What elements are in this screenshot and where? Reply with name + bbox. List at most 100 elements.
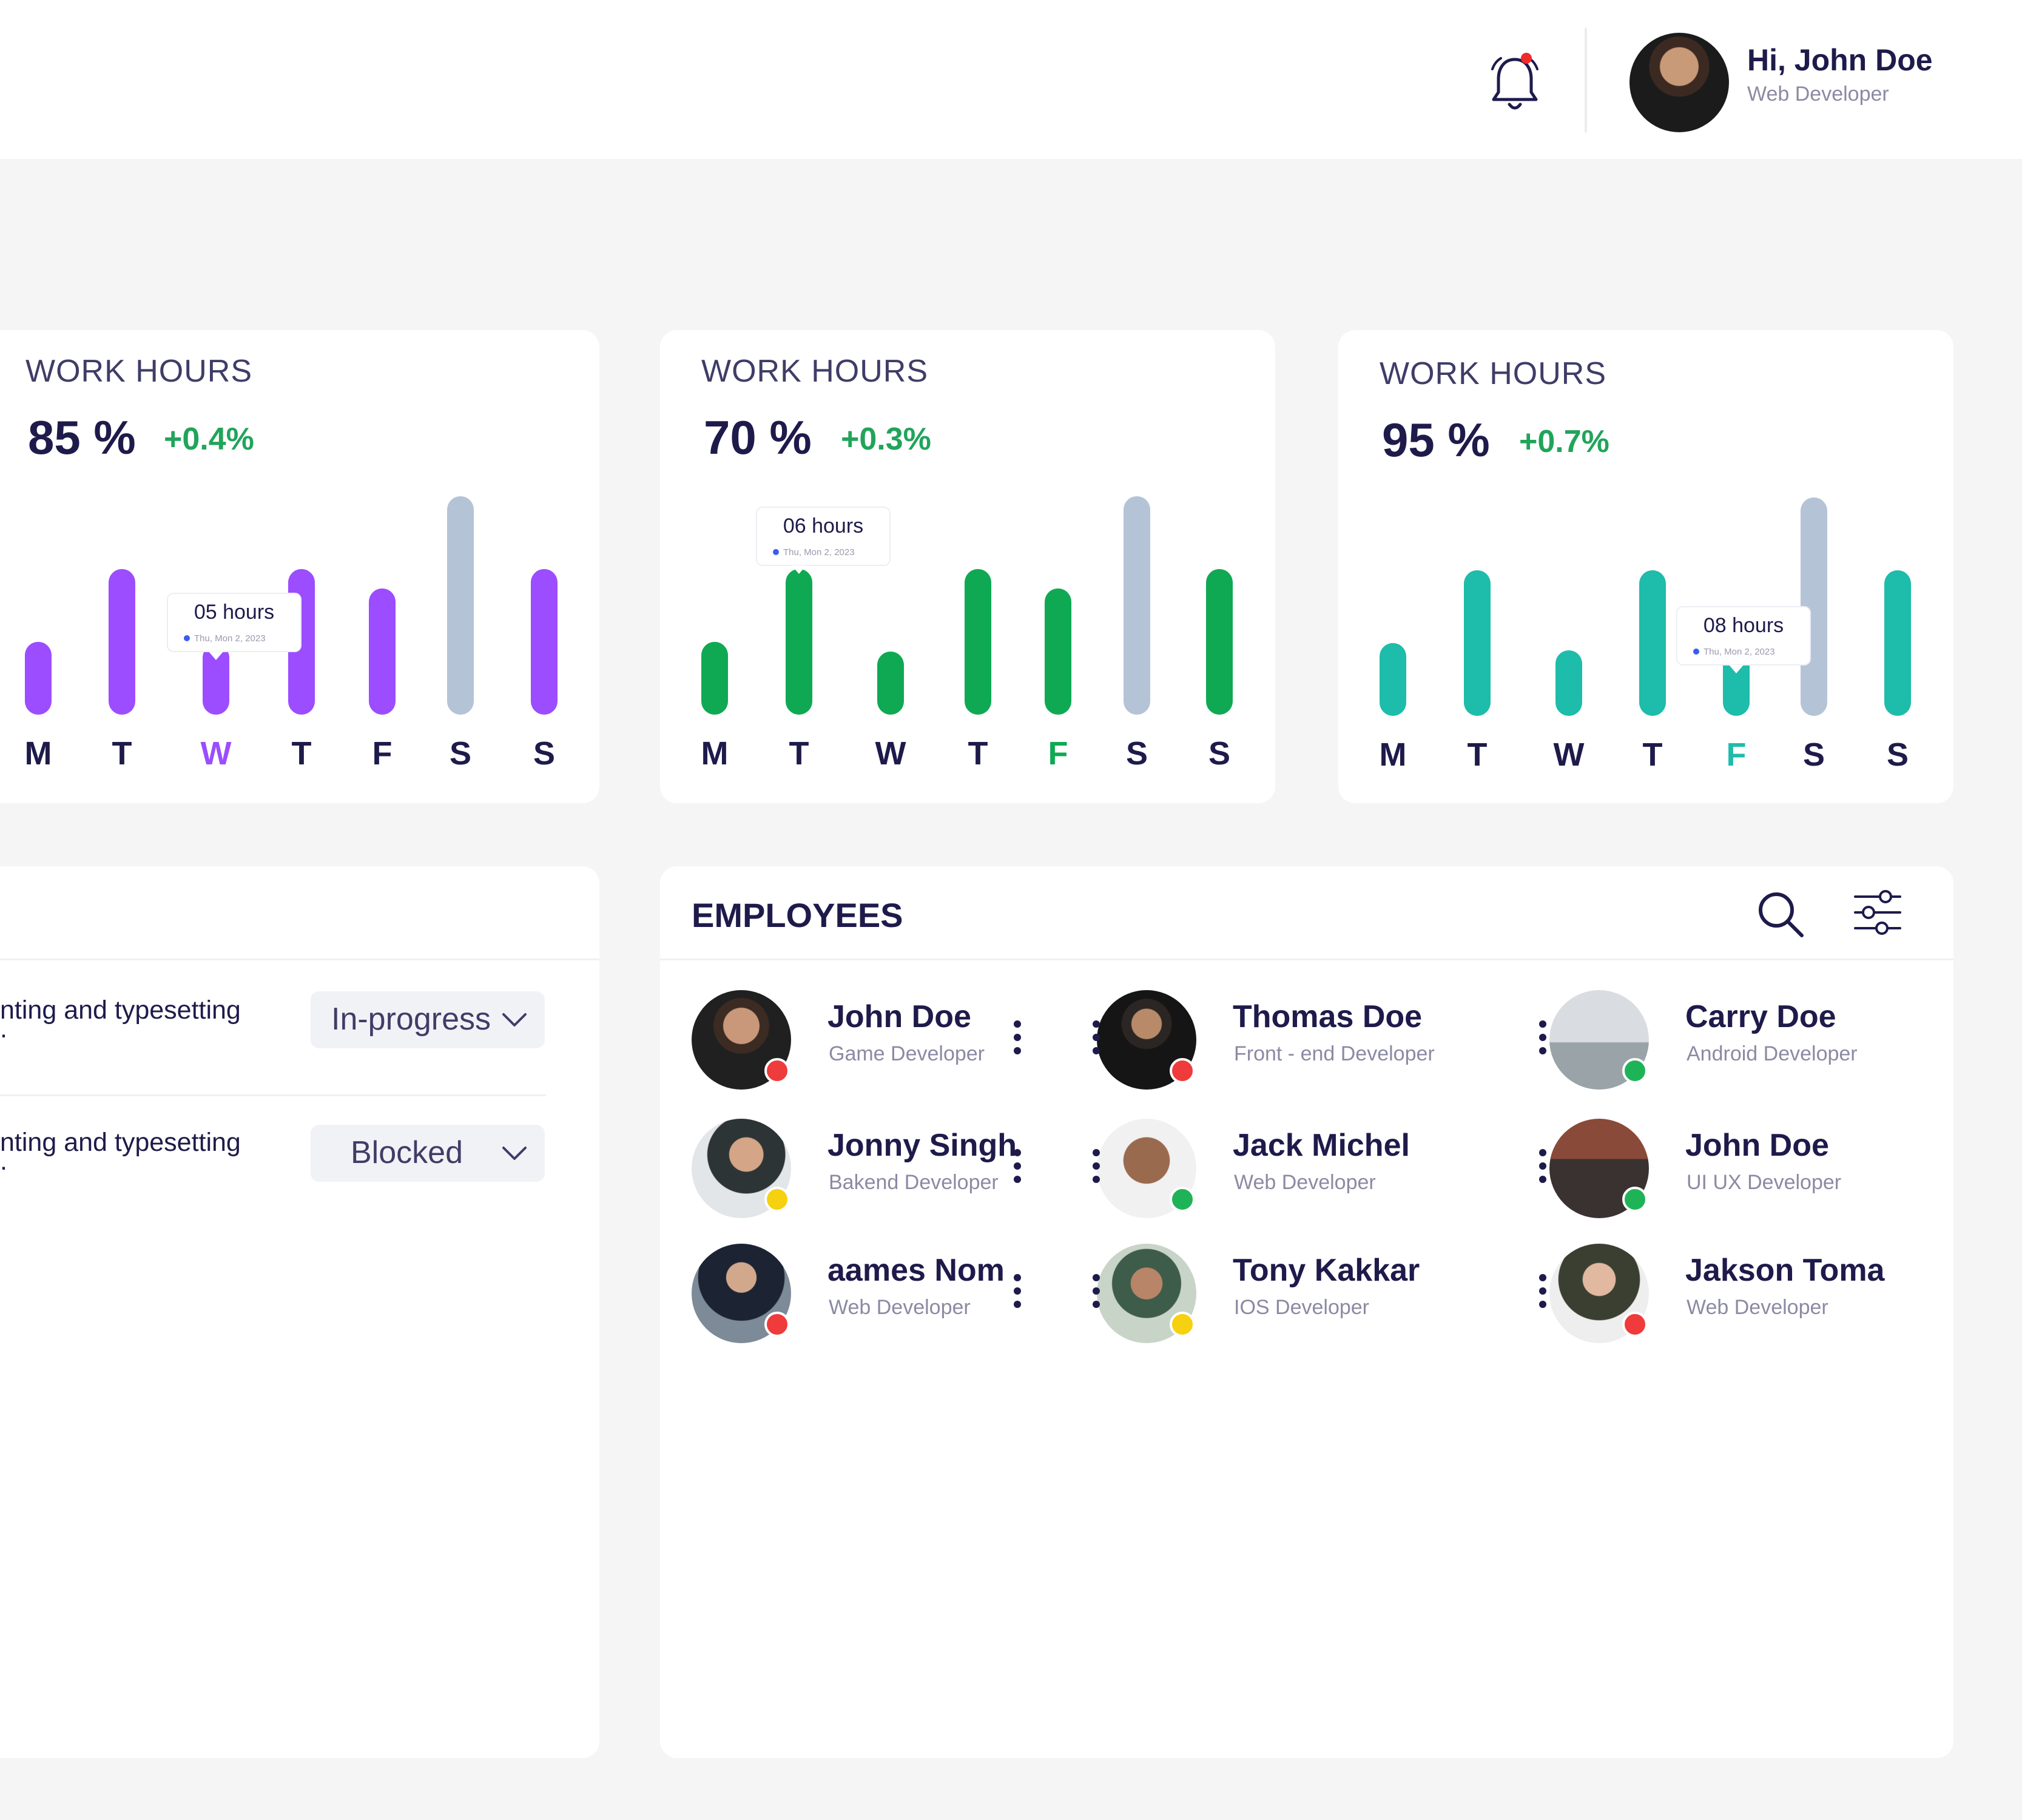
employee-name[interactable]: Jonny Singh [827,1128,1017,1163]
employee-status-indicator [764,1312,790,1337]
kebab-menu-icon[interactable] [1008,1274,1026,1316]
chart-bar [369,588,396,715]
work-hours-chart: M T W T F S S 05 hours Thu, Mon 2, 2023 [25,496,558,772]
user-role: Web Developer [1747,83,1889,106]
employees-title: EMPLOYEES [692,896,903,934]
employee-name[interactable]: John Doe [1685,1128,1829,1163]
chart-bar [965,569,991,715]
work-hours-value: 95 % [1382,413,1490,467]
chart-tooltip: 05 hours Thu, Mon 2, 2023 [167,593,302,660]
chart-tick-label: T [292,735,312,772]
bell-icon[interactable] [1488,52,1542,113]
employee-status-indicator [1622,1312,1648,1337]
chart-bar [25,642,52,715]
employee-status-indicator [1170,1312,1195,1337]
tooltip-arrow [1729,665,1744,673]
kebab-menu-icon[interactable] [1008,1149,1026,1191]
task-text: nting and typesetting [0,996,241,1025]
chevron-down-icon [502,1013,527,1026]
chart-tick-label: T [1468,736,1488,773]
employee-role: Web Developer [829,1296,971,1319]
chart-tick-label: F [1048,735,1068,772]
kebab-menu-icon[interactable] [1087,1149,1105,1191]
chart-tick-label: W [875,735,906,772]
chart-bar [1884,570,1911,716]
work-hours-card-1: WORK HOURS 85 % +0.4% M T W T F S S 05 hours Thu… [0,330,599,803]
status-dropdown[interactable]: Blocked [311,1125,545,1182]
chart-tooltip: 08 hours Thu, Mon 2, 2023 [1676,606,1811,673]
user-greeting: Hi, John Doe [1747,43,1933,77]
employee-name[interactable]: Tony Kakkar [1233,1253,1420,1288]
chart-bar [1380,643,1406,716]
employee-name[interactable]: Carry Doe [1685,999,1836,1034]
work-hours-value: 85 % [28,411,136,464]
employee-role: Web Developer [1234,1171,1376,1194]
employee-role: Game Developer [829,1042,985,1065]
chart-bar [1639,570,1666,716]
employee-role: IOS Developer [1234,1296,1369,1319]
search-icon[interactable] [1756,889,1805,939]
filter-icon[interactable] [1853,888,1902,937]
employee-name[interactable]: aames Nom [827,1253,1005,1288]
work-hours-change: +0.4% [164,422,254,457]
tooltip-date: Thu, Mon 2, 2023 [1704,647,1775,657]
work-hours-title: WORK HOURS [25,354,252,389]
chart-tick-label: M [25,735,52,772]
tooltip-date: Thu, Mon 2, 2023 [783,547,855,558]
employee-name[interactable]: Jakson Toma [1685,1253,1885,1288]
kebab-menu-icon[interactable] [1087,1274,1105,1316]
tooltip-value: 06 hours [783,514,863,538]
tooltip-box [756,507,891,566]
employee-name[interactable]: Jack Michel [1233,1128,1410,1163]
employees-panel: EMPLOYEES John Doe Game Developer Thomas D… [660,866,1953,1758]
task-text-trail: . [0,1147,7,1176]
chart-bar [1555,650,1582,716]
tasks-panel: nting and typesetting . In-progress ntin… [0,866,599,1758]
tooltip-arrow [209,652,223,660]
header-divider [1585,28,1587,132]
employee-name[interactable]: John Doe [827,999,971,1034]
chart-tick-label: T [1643,736,1663,773]
chart-bar [203,644,229,715]
task-divider [0,1094,546,1096]
chart-tick-label: T [112,735,132,772]
employee-role: Android Developer [1687,1042,1858,1065]
kebab-menu-icon[interactable] [1087,1020,1105,1063]
chart-bar [1045,588,1071,715]
employee-status-indicator [1622,1187,1648,1212]
kebab-menu-icon[interactable] [1008,1020,1026,1063]
chart-bar [1206,569,1233,715]
user-avatar[interactable] [1629,33,1729,132]
employee-status-indicator [764,1058,790,1084]
task-text: nting and typesetting [0,1128,241,1157]
tooltip-dot [773,549,779,555]
chart-tick-label: M [701,735,729,772]
tooltip-arrow [792,565,806,574]
work-hours-value: 70 % [704,411,812,464]
work-hours-title: WORK HOURS [1380,356,1606,391]
chart-tick-label: S [1803,736,1825,773]
employee-role: Web Developer [1687,1296,1828,1319]
employee-name[interactable]: Thomas Doe [1233,999,1423,1034]
chart-tick-label: W [1554,736,1585,773]
work-hours-card-2: WORK HOURS 70 % +0.3% M T W T F S S 06 hours Thu… [660,330,1275,803]
work-hours-chart: M T W T F S S 06 hours Thu, Mon 2, 2023 [701,496,1233,772]
work-hours-card-3: WORK HOURS 95 % +0.7% M T W T F S S 08 hours Thu… [1338,330,1953,803]
tooltip-dot [1693,649,1699,655]
kebab-menu-icon[interactable] [1534,1020,1552,1063]
panel-divider [0,959,599,960]
kebab-menu-icon[interactable] [1534,1274,1552,1316]
chart-tick-label: T [968,735,988,772]
employee-status-indicator [1170,1187,1195,1212]
kebab-menu-icon[interactable] [1534,1149,1552,1191]
employee-status-indicator [1622,1058,1648,1084]
employee-role: UI UX Developer [1687,1171,1842,1194]
chart-tick-label: S [1887,736,1909,773]
chart-tick-label: F [1727,736,1747,773]
work-hours-change: +0.7% [1519,424,1609,459]
work-hours-title: WORK HOURS [701,354,928,389]
chart-bar [1464,570,1491,716]
status-dropdown[interactable]: In-progress [311,991,545,1048]
chart-bar [701,642,728,715]
status-dropdown-value: In-progress [331,1002,491,1037]
